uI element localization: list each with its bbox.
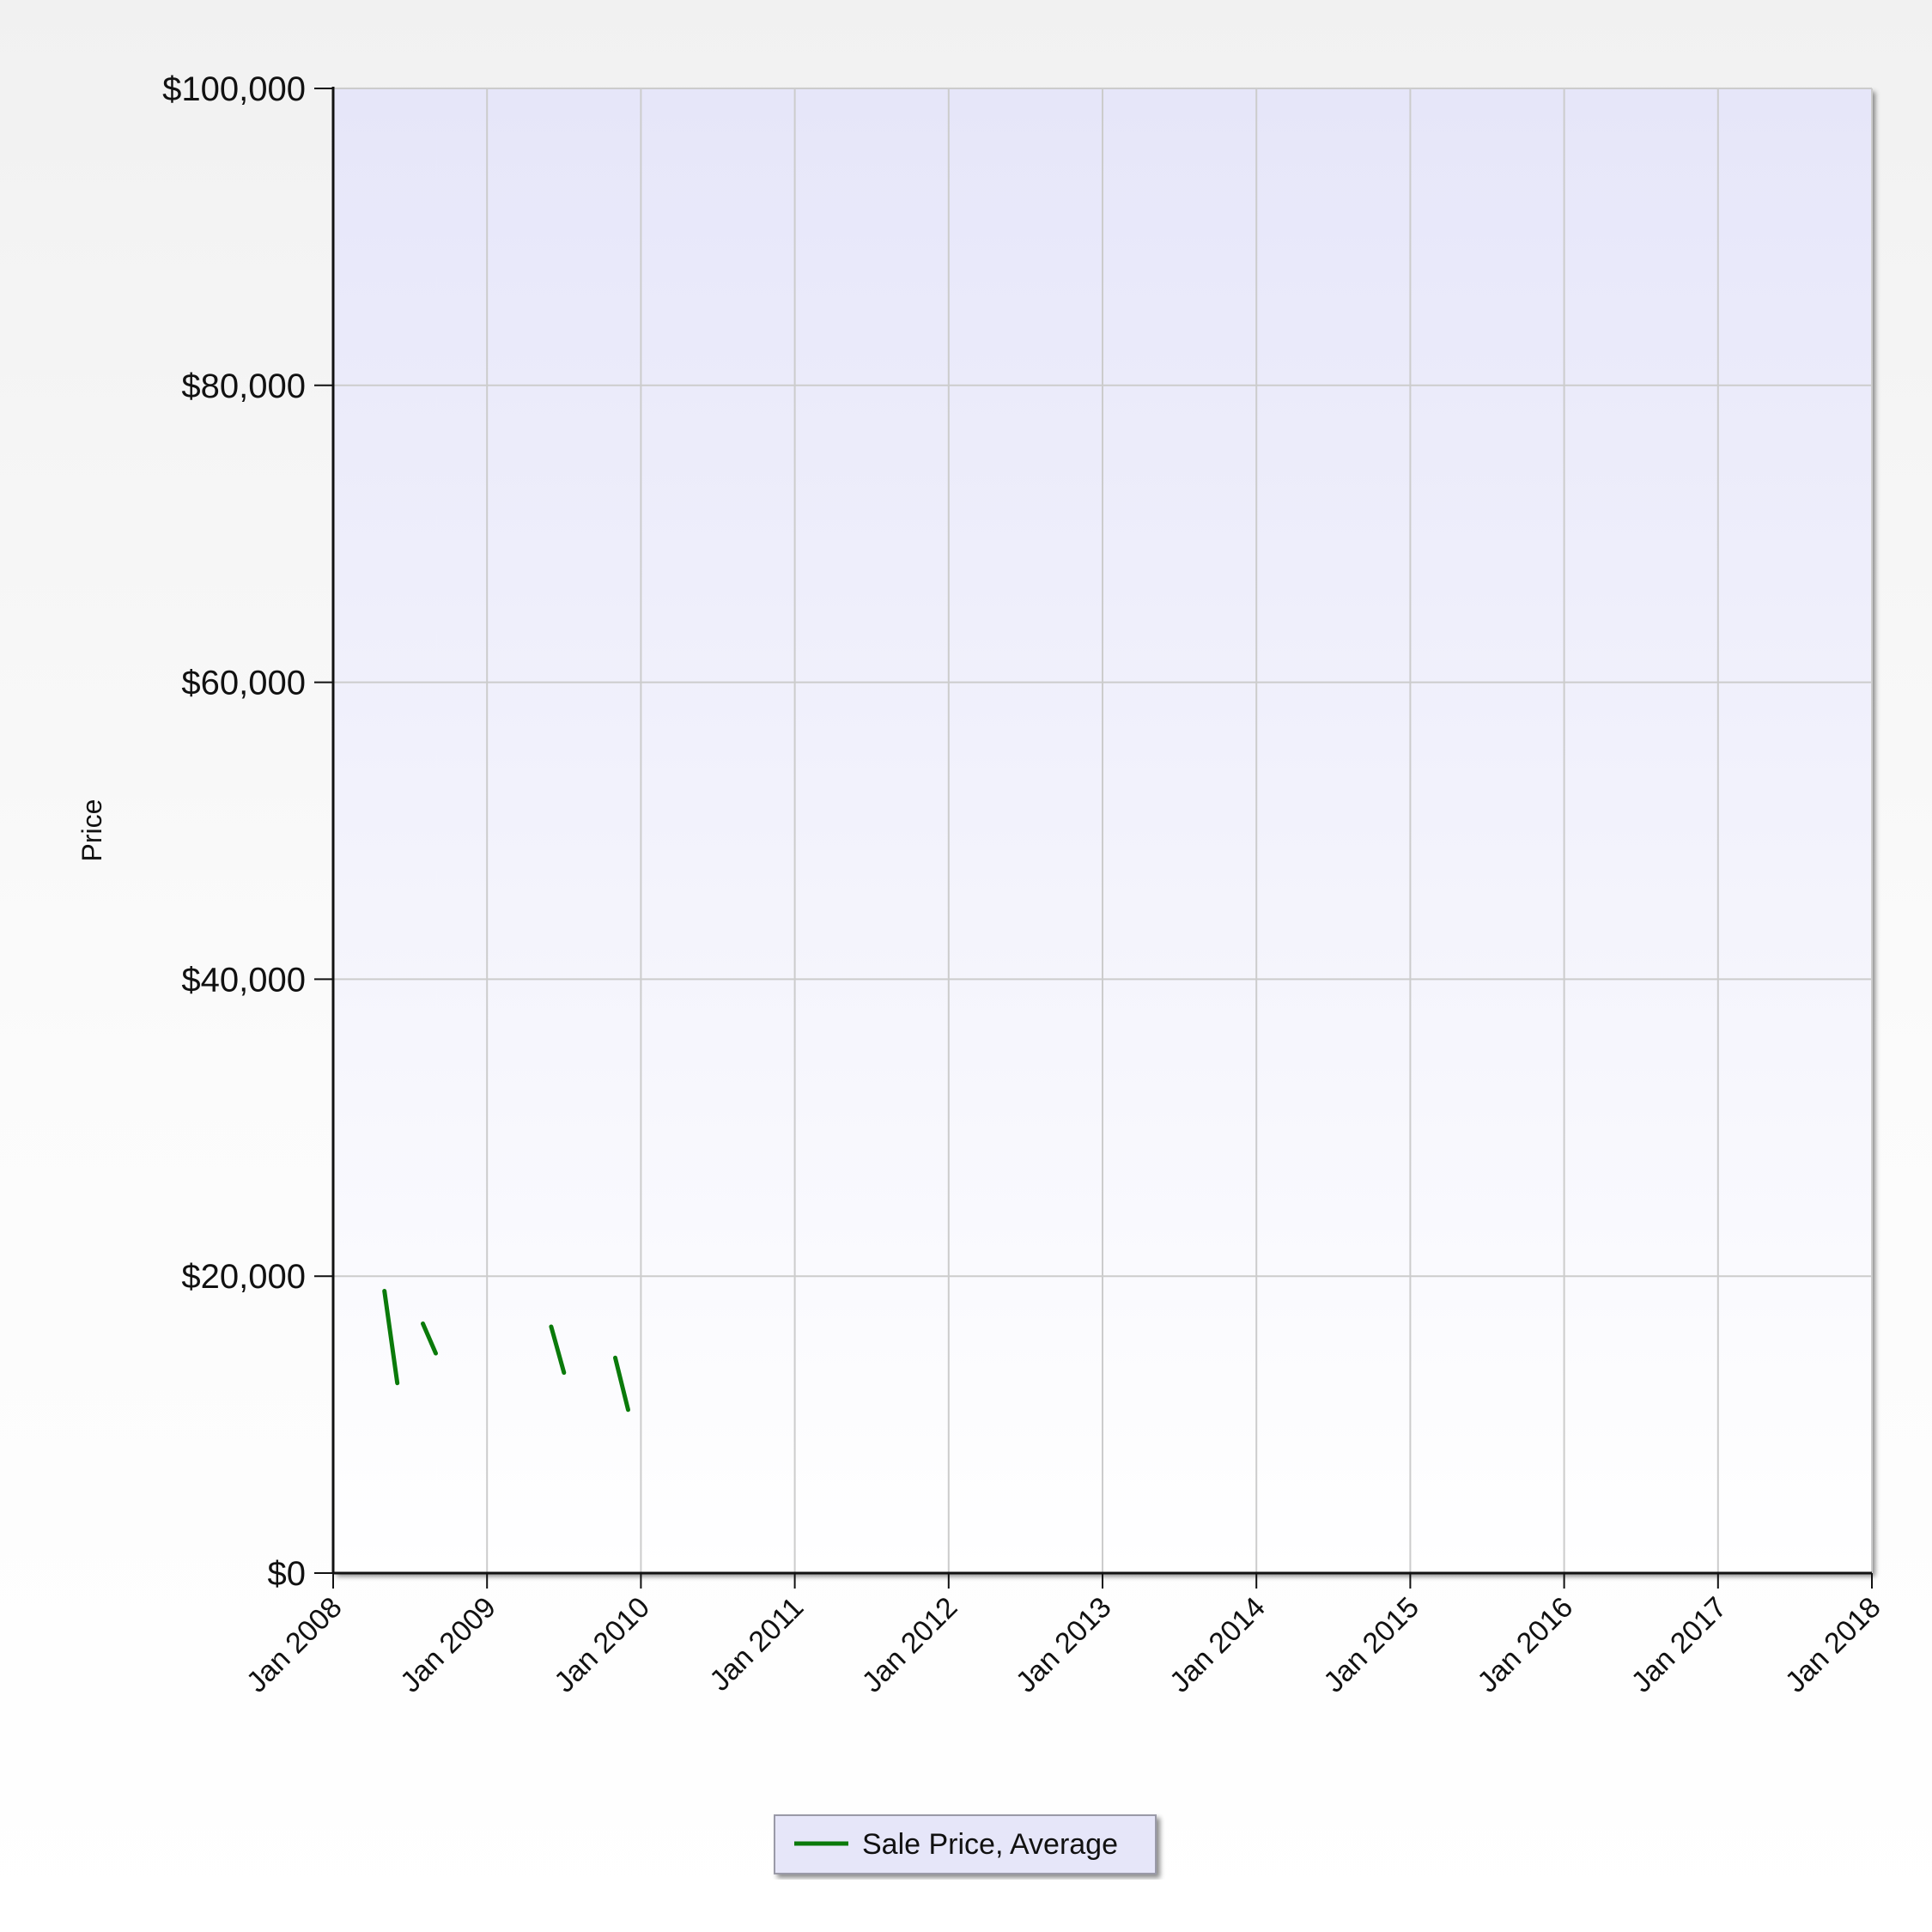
series-line-segment — [421, 1321, 438, 1356]
y-tick-label: $40,000 — [181, 961, 306, 999]
y-tick-label: $60,000 — [181, 665, 306, 702]
x-tick-label: Jan 2018 — [1779, 1591, 1887, 1699]
x-tick-label: Jan 2013 — [1010, 1591, 1118, 1699]
x-tick-label: Jan 2008 — [240, 1591, 349, 1699]
y-tick-label: $0 — [268, 1555, 307, 1593]
y-tick-label: $80,000 — [181, 368, 306, 405]
y-axis-ticks: $0 $20,000 $40,000 $60,000 $80,000 $100,000 — [162, 70, 333, 1593]
x-tick-label: Jan 2017 — [1625, 1591, 1734, 1699]
x-tick-label: Jan 2009 — [394, 1591, 502, 1699]
x-tick-label: Jan 2011 — [703, 1591, 810, 1698]
legend-entry-label: Sale Price, Average — [862, 1828, 1118, 1861]
x-tick-label: Jan 2010 — [548, 1591, 656, 1699]
series-layer — [382, 1289, 630, 1413]
series-line-segment — [382, 1289, 400, 1386]
y-tick-label: $100,000 — [162, 70, 306, 108]
series-line-segment — [613, 1355, 630, 1413]
x-axis-ticks: Jan 2008 Jan 2009 Jan 2010 Jan 2011 Jan 2012… — [240, 1573, 1887, 1699]
legend: Sale Price, Average — [774, 1814, 1157, 1874]
y-tick-label: $20,000 — [181, 1258, 306, 1296]
series-line-segment — [549, 1324, 567, 1376]
y-axis-label: Price — [76, 799, 107, 862]
x-tick-label: Jan 2012 — [856, 1591, 964, 1699]
grid-lines — [332, 88, 1873, 1574]
x-tick-label: Jan 2015 — [1317, 1591, 1425, 1699]
x-tick-label: Jan 2014 — [1163, 1591, 1272, 1699]
x-tick-label: Jan 2016 — [1471, 1591, 1579, 1699]
